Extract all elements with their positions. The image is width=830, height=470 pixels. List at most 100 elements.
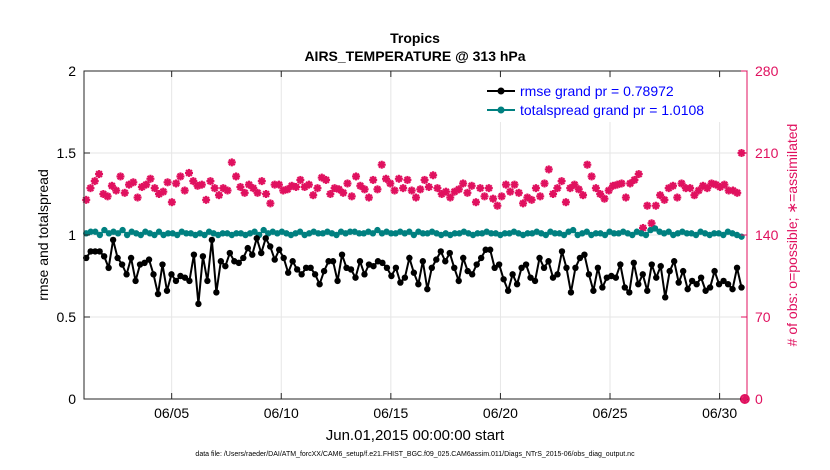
totalspread-point: [601, 231, 609, 239]
rmse-point: [388, 272, 395, 280]
obs-count-point: [313, 184, 322, 193]
rmse-point: [217, 258, 225, 265]
legend-totalspread-label: totalspread grand pr = 1.0108: [520, 102, 704, 118]
rmse-point: [469, 271, 476, 278]
rmse-point: [563, 264, 570, 271]
totalspread-point: [164, 230, 172, 237]
rmse-point: [100, 253, 108, 260]
totalspread-point: [151, 231, 158, 239]
y-tick-label-left: 0: [68, 391, 76, 407]
totalspread-point: [123, 231, 131, 239]
totalspread-point: [642, 231, 650, 239]
rmse-point: [307, 264, 314, 271]
rmse-point: [527, 274, 534, 281]
obs-count-point: [416, 185, 425, 194]
obs-count-point: [399, 184, 408, 193]
rmse-point: [213, 289, 220, 296]
rmse-point: [545, 258, 552, 265]
rmse-point: [320, 267, 328, 275]
rmse-point: [168, 271, 175, 278]
rmse-point: [670, 258, 678, 265]
rmse-point: [675, 279, 682, 286]
obs-count-point: [214, 191, 223, 200]
rmse-point: [190, 251, 198, 258]
obs-count-point: [176, 172, 185, 181]
totalspread-point: [665, 228, 672, 235]
obs-count-point: [352, 172, 361, 181]
rmse-point: [262, 235, 269, 242]
obs-count-point: [309, 191, 318, 200]
obs-count-point: [720, 180, 729, 189]
obs-count-point: [489, 194, 498, 203]
obs-count-point: [360, 185, 369, 194]
obs-count-point: [304, 180, 313, 189]
rmse-point: [253, 235, 260, 242]
rmse-point: [451, 264, 458, 271]
totalspread-point: [592, 230, 600, 237]
totalspread-point: [183, 230, 190, 237]
obs-count-point: [621, 193, 630, 202]
rmse-point: [477, 254, 485, 262]
axes: 06/05 06/10 06/15 06/20 06/25 06/30 0 0.5 1 1.5 2 0…: [57, 63, 779, 421]
obs-count-point: [95, 170, 104, 179]
rmse-point: [460, 254, 467, 262]
obs-count-point: [480, 192, 489, 201]
rmse-point: [621, 284, 629, 291]
rmse-point: [311, 271, 319, 278]
obs-count-point: [514, 188, 523, 197]
obs-count-point: [364, 193, 373, 202]
rmse-point: [329, 258, 337, 265]
rmse-point: [733, 264, 741, 271]
rmse-point: [258, 249, 265, 257]
rmse-point: [298, 271, 305, 278]
rmse-point: [123, 271, 130, 278]
rmse-point: [567, 289, 575, 296]
obs-count-point: [227, 158, 236, 167]
obs-count-point: [377, 160, 386, 169]
rmse-point: [599, 284, 606, 291]
totalspread-point: [114, 230, 122, 237]
legend: rmse grand pr = 0.78972 totalspread gran…: [482, 78, 744, 122]
obs-count-point: [673, 193, 682, 202]
rmse-point: [338, 251, 346, 258]
y-tick-label-right: 210: [755, 145, 779, 161]
obs-count-point: [634, 170, 643, 179]
totalspread-point: [174, 231, 181, 239]
y-tick-label-left: 1.5: [57, 145, 77, 161]
rmse-point: [715, 281, 723, 288]
obs-count-point: [591, 184, 600, 193]
rmse-point: [419, 258, 427, 265]
totalspread-point: [296, 228, 304, 235]
obs-count-point: [184, 168, 193, 177]
obs-count-point: [172, 179, 181, 188]
obs-count-point: [506, 187, 515, 196]
obs-count-point: [540, 179, 549, 188]
totalspread-point: [451, 230, 459, 237]
totalspread-point: [583, 228, 590, 235]
totalspread-point: [560, 231, 568, 239]
rmse-point: [702, 287, 709, 294]
obs-count-point: [484, 184, 493, 193]
rmse-point: [653, 274, 660, 281]
totalspread-point: [251, 228, 258, 235]
rmse-point: [437, 248, 444, 255]
obs-count-point: [510, 180, 519, 189]
legend-totalspread-marker: [497, 106, 505, 114]
rmse-point: [154, 290, 162, 298]
obs-count-point: [163, 178, 172, 187]
rmse-point: [361, 271, 368, 278]
rmse-point: [415, 281, 422, 288]
data-file-footer: data file: /Users/raeder/DAI/ATM_forcXX/…: [195, 451, 635, 458]
obs-count-point: [407, 186, 416, 195]
obs-count-point: [668, 181, 677, 190]
obs-count-point: [167, 198, 176, 207]
totalspread-point: [488, 230, 495, 237]
rmse-point: [724, 281, 732, 288]
totalspread-point: [720, 231, 727, 239]
rmse-point: [473, 261, 480, 268]
x-tick-label: 06/05: [154, 405, 189, 421]
obs-count-point: [129, 178, 138, 187]
totalspread-point: [137, 231, 145, 239]
obs-count-point: [600, 194, 609, 203]
rmse-point: [635, 281, 642, 288]
